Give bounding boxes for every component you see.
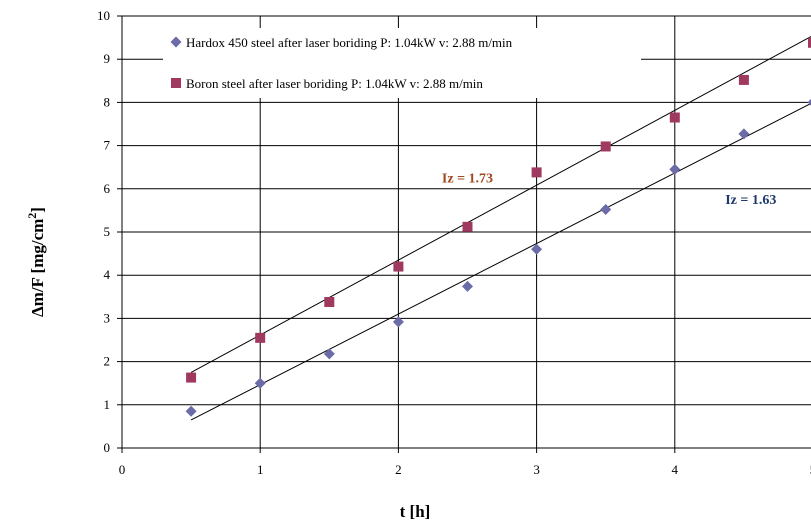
y-tick-label: 2	[104, 354, 111, 369]
legend: Hardox 450 steel after laser boriding P:…	[163, 28, 641, 98]
data-point-series-1	[669, 163, 681, 175]
data-point-series-2	[186, 372, 197, 383]
legend-background	[163, 28, 641, 98]
y-tick-label: 6	[104, 181, 111, 196]
y-tick-label: 4	[104, 267, 111, 282]
x-tick-label: 3	[533, 462, 540, 477]
x-tick-label: 2	[395, 462, 402, 477]
data-point-series-1	[807, 98, 811, 106]
x-axis-title: t [h]	[400, 502, 431, 521]
annotations: Iz = 1.73 Iz = 1.63	[442, 171, 776, 208]
trendlines	[190, 35, 811, 421]
y-tick-label: 8	[104, 94, 111, 109]
data-point-series-2	[738, 74, 749, 85]
trendline-series-2	[190, 35, 811, 373]
y-tick-label: 10	[97, 8, 110, 23]
data-point-series-1	[600, 204, 612, 216]
y-axis-title-end: ]	[28, 207, 47, 213]
y-tick-label: 5	[104, 224, 111, 239]
data-point-series-1	[738, 128, 750, 140]
annotation-label: Iz = 1.73	[442, 171, 493, 186]
y-tick-label: 9	[104, 51, 111, 66]
x-tick-label: 4	[672, 462, 679, 477]
annotation-label: Iz = 1.63	[725, 193, 776, 208]
x-tick-label: 0	[119, 462, 126, 477]
y-axis-title-main: Δm/F [mg/cm	[28, 219, 47, 317]
legend-label-series-2: Boron steel after laser boriding P: 1.04…	[186, 76, 483, 91]
data-point-series-2	[255, 332, 266, 343]
y-axis-title-superscript: 2	[25, 213, 39, 219]
data-point-series-1	[323, 348, 335, 360]
data-point-series-1	[254, 377, 266, 389]
data-points	[185, 37, 811, 417]
data-point-series-2	[669, 112, 680, 123]
y-tick-label: 3	[104, 310, 111, 325]
y-axis-title: Δm/F [mg/cm2]	[25, 207, 47, 317]
y-tick-label: 0	[104, 440, 111, 455]
data-point-series-1	[462, 280, 473, 292]
legend-marker-series-1	[170, 36, 182, 48]
tick-labels: 0 1 2 3 4 5 6 7 8 9 10 0 1 2 3 4 5	[97, 8, 811, 477]
axes	[117, 15, 811, 453]
trendline-series-1	[190, 102, 811, 421]
legend-marker-series-2	[171, 78, 181, 88]
data-point-series-1	[392, 316, 404, 328]
data-point-series-1	[531, 243, 543, 255]
data-point-series-2	[462, 221, 473, 232]
data-point-series-2	[808, 37, 811, 48]
data-point-series-2	[324, 296, 335, 307]
y-tick-label: 7	[104, 138, 111, 153]
x-tick-label: 1	[257, 462, 264, 477]
y-tick-label: 1	[104, 397, 111, 412]
data-point-series-1	[185, 405, 197, 417]
data-point-series-2	[393, 261, 404, 272]
data-point-series-2	[600, 141, 611, 152]
legend-label-series-1: Hardox 450 steel after laser boriding P:…	[186, 35, 513, 50]
x-tick-label: 5	[810, 462, 811, 477]
data-point-series-2	[531, 167, 542, 178]
